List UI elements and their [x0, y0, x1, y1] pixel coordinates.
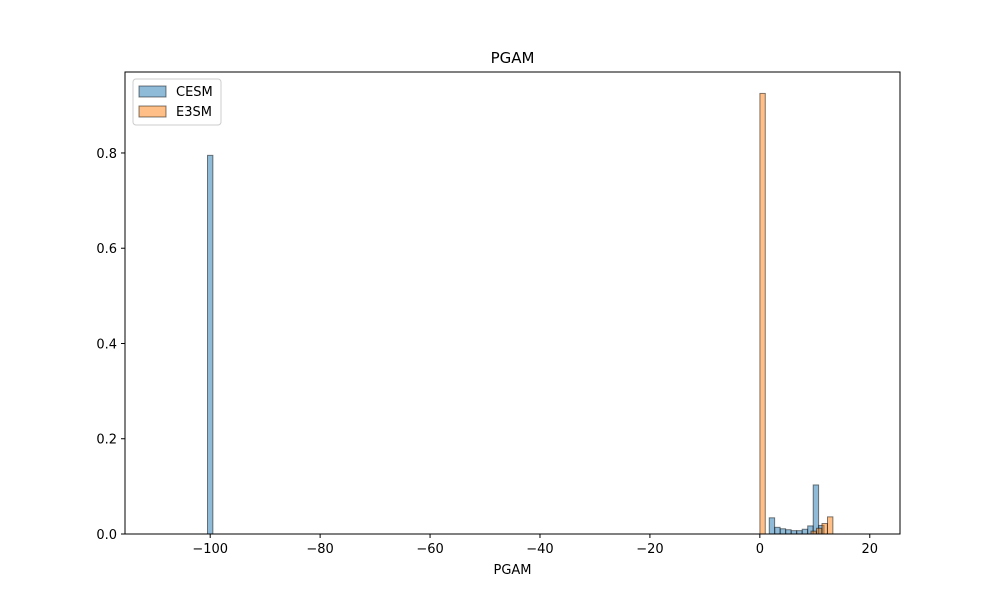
bar-e3sm-4: [827, 516, 834, 535]
bar-cesm-9: [812, 484, 820, 535]
x-tick-label: −80: [306, 542, 333, 557]
x-tick-label: −40: [526, 542, 553, 557]
y-tick-label: 0.0: [96, 528, 117, 543]
bar-e3sm-2: [816, 527, 823, 535]
x-tick-label: −60: [416, 542, 443, 557]
plot-frame: [124, 71, 901, 535]
y-tick-label: 0.8: [96, 147, 117, 162]
legend-label-cesm: CESM: [176, 85, 213, 100]
y-tick-label: 0.2: [96, 433, 117, 448]
x-axis-label: PGAM: [493, 563, 531, 578]
bar-e3sm-0: [759, 92, 766, 535]
legend: CESM E3SM: [132, 78, 222, 126]
bar-cesm-7: [801, 528, 809, 535]
legend-label-e3sm: E3SM: [176, 105, 212, 120]
x-tick-label: −20: [636, 542, 663, 557]
y-tick-label: 0.4: [96, 337, 117, 352]
bars-layer: [207, 92, 834, 535]
bar-cesm-0: [207, 154, 214, 535]
bar-e3sm-3: [821, 523, 828, 535]
x-axis: −100 −80 −60 −40 −20 0 20: [192, 534, 878, 557]
x-tick-label: 20: [861, 542, 878, 557]
bar-cesm-3: [779, 528, 787, 535]
x-tick-label: 0: [756, 542, 764, 557]
x-tick-label: −100: [192, 542, 228, 557]
y-axis: 0.0 0.2 0.4 0.6 0.8: [96, 147, 125, 543]
y-tick-label: 0.6: [96, 242, 117, 257]
legend-swatch-cesm: [138, 85, 167, 98]
bar-cesm-4: [785, 529, 792, 535]
bar-cesm-6: [796, 530, 803, 535]
bar-cesm-1: [768, 517, 776, 535]
legend-swatch-e3sm: [138, 105, 167, 118]
bar-cesm-2: [774, 526, 781, 535]
bar-cesm-5: [790, 530, 798, 535]
chart-title: PGAM: [491, 49, 535, 67]
